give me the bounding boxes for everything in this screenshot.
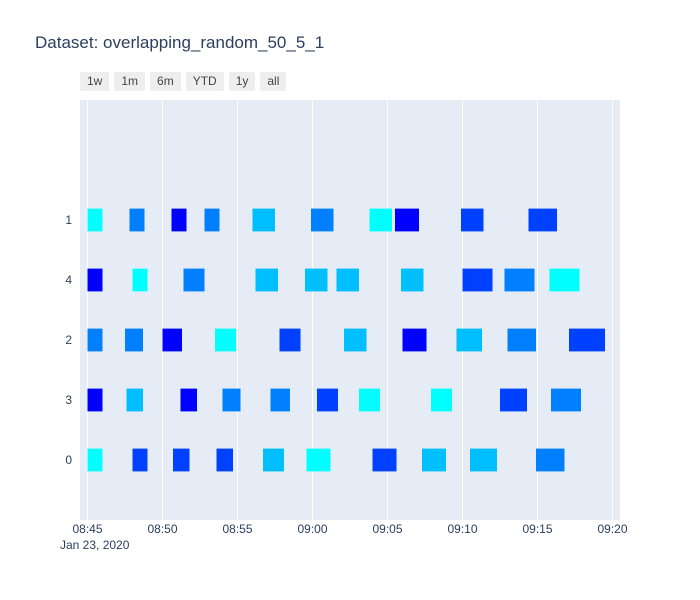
task-bar[interactable]	[125, 328, 143, 352]
task-bar[interactable]	[222, 388, 241, 412]
task-bar[interactable]	[317, 388, 338, 412]
range-button-1w[interactable]: 1w	[80, 72, 110, 91]
x-tick-label: 09:10	[447, 522, 477, 536]
task-bar[interactable]	[344, 328, 367, 352]
task-bar[interactable]	[536, 448, 565, 472]
x-axis-date-label: Jan 23, 2020	[60, 538, 130, 552]
task-bar[interactable]	[252, 208, 276, 232]
task-bar[interactable]	[87, 388, 103, 412]
y-tick-label: 3	[65, 393, 72, 407]
task-bar[interactable]	[270, 388, 291, 412]
x-tick-labels: 08:45 08:50 08:55 09:00 09:05 09:10 09:15 09:20	[72, 522, 627, 536]
range-button-6m[interactable]: 6m	[150, 72, 181, 91]
task-bar[interactable]	[422, 448, 446, 472]
task-bar[interactable]	[87, 328, 103, 352]
task-bar[interactable]	[171, 208, 187, 232]
task-bar[interactable]	[215, 328, 236, 352]
task-bar[interactable]	[461, 208, 484, 232]
task-bar[interactable]	[359, 388, 380, 412]
task-bar[interactable]	[395, 208, 419, 232]
task-bar[interactable]	[126, 388, 144, 412]
x-tick-label: 08:45	[72, 522, 102, 536]
task-bar[interactable]	[305, 268, 328, 292]
task-bar[interactable]	[500, 388, 527, 412]
x-tick-label: 08:55	[222, 522, 252, 536]
range-button-1y[interactable]: 1y	[228, 72, 256, 91]
task-bar[interactable]	[549, 268, 580, 292]
task-bar[interactable]	[569, 328, 605, 352]
y-tick-label: 1	[65, 213, 72, 227]
range-selector: 1w 1m 6m YTD 1y all	[80, 72, 287, 91]
x-tick-label: 09:15	[522, 522, 552, 536]
task-bar[interactable]	[263, 448, 284, 472]
task-bar[interactable]	[369, 208, 393, 232]
task-bar[interactable]	[402, 328, 427, 352]
task-bar[interactable]	[431, 388, 452, 412]
task-bar[interactable]	[504, 268, 535, 292]
task-bar[interactable]	[456, 328, 483, 352]
task-bar[interactable]	[401, 268, 424, 292]
task-bar[interactable]	[528, 208, 558, 232]
x-tick-label: 09:00	[297, 522, 327, 536]
plot-area[interactable]	[80, 100, 620, 520]
y-tick-label: 2	[65, 333, 72, 347]
task-bar[interactable]	[87, 208, 103, 232]
task-bar[interactable]	[132, 448, 148, 472]
task-bar[interactable]	[87, 448, 103, 472]
task-bar[interactable]	[183, 268, 205, 292]
task-bar[interactable]	[507, 328, 537, 352]
x-tick-label: 09:05	[372, 522, 402, 536]
y-tick-label: 0	[65, 453, 72, 467]
task-bar[interactable]	[279, 328, 301, 352]
task-bar[interactable]	[173, 448, 190, 472]
task-bar[interactable]	[255, 268, 279, 292]
y-tick-labels: 1 4 2 3 0	[65, 213, 72, 467]
task-bar[interactable]	[336, 268, 360, 292]
task-bar[interactable]	[311, 208, 334, 232]
task-bar[interactable]	[132, 268, 148, 292]
range-button-all[interactable]: all	[260, 72, 287, 91]
task-bars	[87, 208, 605, 472]
range-button-1m[interactable]: 1m	[114, 72, 146, 91]
task-bar[interactable]	[551, 388, 581, 412]
task-bar[interactable]	[462, 268, 493, 292]
task-bar[interactable]	[204, 208, 220, 232]
x-tick-label: 09:20	[597, 522, 627, 536]
y-tick-label: 4	[65, 273, 72, 287]
chart-title: Dataset: overlapping_random_50_5_1	[35, 33, 325, 52]
task-bar[interactable]	[372, 448, 397, 472]
task-bar[interactable]	[180, 388, 198, 412]
range-button-ytd[interactable]: YTD	[185, 72, 224, 91]
task-bar[interactable]	[470, 448, 497, 472]
task-bar[interactable]	[216, 448, 234, 472]
x-tick-label: 08:50	[147, 522, 177, 536]
task-bar[interactable]	[162, 328, 183, 352]
task-bar[interactable]	[306, 448, 331, 472]
task-bar[interactable]	[129, 208, 145, 232]
task-bar[interactable]	[87, 268, 103, 292]
